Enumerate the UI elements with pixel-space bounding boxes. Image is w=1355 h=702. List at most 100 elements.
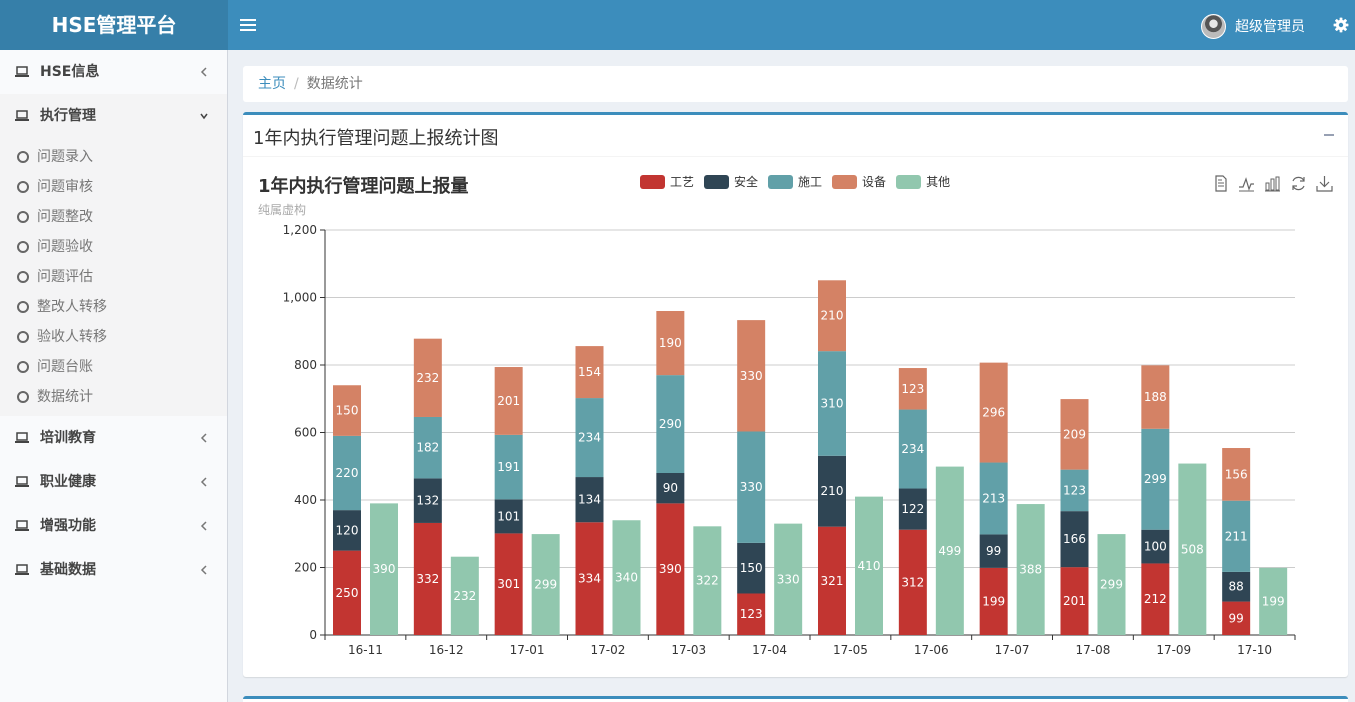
data-label: 132 xyxy=(416,494,439,508)
sidebar-item-label: 职业健康 xyxy=(40,474,96,490)
data-label: 88 xyxy=(1229,580,1244,594)
y-tick-label: 800 xyxy=(294,358,317,372)
sidebar-subitem-label: 问题整改 xyxy=(37,209,93,225)
bar-segment xyxy=(1222,601,1251,635)
data-label: 234 xyxy=(578,431,601,445)
app-logo[interactable]: HSE管理平台 xyxy=(0,0,228,50)
data-label: 332 xyxy=(416,572,439,586)
user-menu[interactable]: 超级管理员 xyxy=(1201,13,1305,39)
data-label: 191 xyxy=(497,460,520,474)
bar xyxy=(370,503,398,635)
bar-segment xyxy=(1141,428,1170,530)
bar-segment xyxy=(1222,500,1251,572)
legend-item-construction[interactable]: 施工 xyxy=(768,173,822,190)
sidebar-subitem-label: 问题审核 xyxy=(37,179,93,195)
bar-chart-icon[interactable] xyxy=(1264,175,1281,192)
chevron-left-icon xyxy=(200,67,207,77)
data-view-icon[interactable] xyxy=(1212,175,1229,192)
data-label: 99 xyxy=(986,544,1001,558)
sidebar-item-execution[interactable]: 执行管理 xyxy=(0,94,227,138)
data-label: 299 xyxy=(1144,472,1167,486)
y-tick-label: 1,000 xyxy=(283,291,317,305)
download-icon[interactable] xyxy=(1316,175,1333,192)
sidebar-subitem-issue-accept[interactable]: 问题验收 xyxy=(0,232,227,262)
chart-legend: 工艺 安全 施工 设备 其他 xyxy=(640,173,960,190)
data-label: 123 xyxy=(1063,483,1086,497)
sidebar-subitem-issue-entry[interactable]: 问题录入 xyxy=(0,142,227,172)
bar-segment xyxy=(979,534,1008,568)
circle-icon xyxy=(17,301,29,313)
sidebar: HSE信息 执行管理 问题录入 问题审核 问题整改 问题验收 问题评估 整改人转… xyxy=(0,50,228,702)
gear-icon[interactable] xyxy=(1333,17,1349,33)
chart-box: 1年内执行管理问题上报统计图 1年内执行管理问题上报量 纯属虚构 工艺 安全 施… xyxy=(243,112,1348,677)
bar-segment xyxy=(818,280,846,352)
legend-swatch xyxy=(896,174,922,189)
bar xyxy=(774,523,803,635)
circle-icon xyxy=(17,181,29,193)
data-label: 299 xyxy=(534,578,557,592)
legend-item-equipment[interactable]: 设备 xyxy=(832,173,886,190)
sidebar-subitem-label: 整改人转移 xyxy=(37,299,107,315)
data-label: 322 xyxy=(696,574,719,588)
sidebar-subitem-statistics[interactable]: 数据统计 xyxy=(0,382,227,412)
bar xyxy=(855,496,883,635)
bar-segment xyxy=(333,385,361,436)
sidebar-item-base-data[interactable]: 基础数据 xyxy=(0,548,227,592)
legend-item-process[interactable]: 工艺 xyxy=(640,173,694,190)
bar-segment xyxy=(737,431,766,543)
line-chart-icon[interactable] xyxy=(1238,175,1255,192)
bar xyxy=(693,526,722,635)
breadcrumb: 主页 / 数据统计 xyxy=(243,66,1348,102)
laptop-icon xyxy=(15,476,29,487)
bar-segment xyxy=(898,488,927,530)
x-tick-label: 17-02 xyxy=(590,643,625,657)
sidebar-item-hse-info[interactable]: HSE信息 xyxy=(0,50,227,94)
sidebar-toggle-icon[interactable] xyxy=(240,16,256,34)
legend-swatch xyxy=(704,174,730,189)
sidebar-item-enhanced[interactable]: 增强功能 xyxy=(0,504,227,548)
breadcrumb-separator: / xyxy=(294,76,299,92)
x-tick-label: 16-11 xyxy=(348,643,383,657)
legend-item-other[interactable]: 其他 xyxy=(896,173,950,190)
sidebar-subitem-rectifier-transfer[interactable]: 整改人转移 xyxy=(0,292,227,322)
x-tick-label: 17-03 xyxy=(671,643,706,657)
data-label: 150 xyxy=(336,404,359,418)
bar-segment xyxy=(656,311,685,376)
bar-segment xyxy=(575,522,604,635)
sidebar-subitem-issue-evaluate[interactable]: 问题评估 xyxy=(0,262,227,292)
data-label: 410 xyxy=(858,559,881,573)
restore-icon[interactable] xyxy=(1290,175,1307,192)
legend-swatch xyxy=(640,174,665,189)
legend-item-safety[interactable]: 安全 xyxy=(704,173,758,190)
circle-icon xyxy=(17,211,29,223)
box-header: 1年内执行管理问题上报统计图 xyxy=(243,115,1348,157)
chevron-left-icon xyxy=(200,521,207,531)
collapse-minus-icon[interactable] xyxy=(1324,134,1334,136)
sidebar-subitem-label: 问题台账 xyxy=(37,359,93,375)
sidebar-item-health[interactable]: 职业健康 xyxy=(0,460,227,504)
data-label: 150 xyxy=(740,561,763,575)
data-label: 234 xyxy=(901,442,924,456)
data-label: 232 xyxy=(416,371,439,385)
bar-segment xyxy=(494,367,523,435)
data-label: 213 xyxy=(982,491,1005,505)
data-label: 390 xyxy=(373,562,396,576)
bar-segment xyxy=(494,533,523,635)
sidebar-subitem-issue-review[interactable]: 问题审核 xyxy=(0,172,227,202)
data-label: 340 xyxy=(615,571,638,585)
bar-segment xyxy=(1060,399,1089,470)
data-label: 201 xyxy=(497,394,520,408)
bar-segment xyxy=(333,510,361,551)
sidebar-subitem-issue-rectify[interactable]: 问题整改 xyxy=(0,202,227,232)
breadcrumb-home-link[interactable]: 主页 xyxy=(258,76,286,92)
sidebar-subitem-acceptor-transfer[interactable]: 验收人转移 xyxy=(0,322,227,352)
data-label: 166 xyxy=(1063,532,1086,546)
data-label: 312 xyxy=(901,575,924,589)
circle-icon xyxy=(17,151,29,163)
bar xyxy=(935,466,964,635)
box-title: 1年内执行管理问题上报统计图 xyxy=(253,128,499,149)
sidebar-subitem-label: 问题评估 xyxy=(37,269,93,285)
sidebar-item-training[interactable]: 培训教育 xyxy=(0,416,227,460)
sidebar-subitem-issue-ledger[interactable]: 问题台账 xyxy=(0,352,227,382)
data-label: 310 xyxy=(821,396,844,410)
